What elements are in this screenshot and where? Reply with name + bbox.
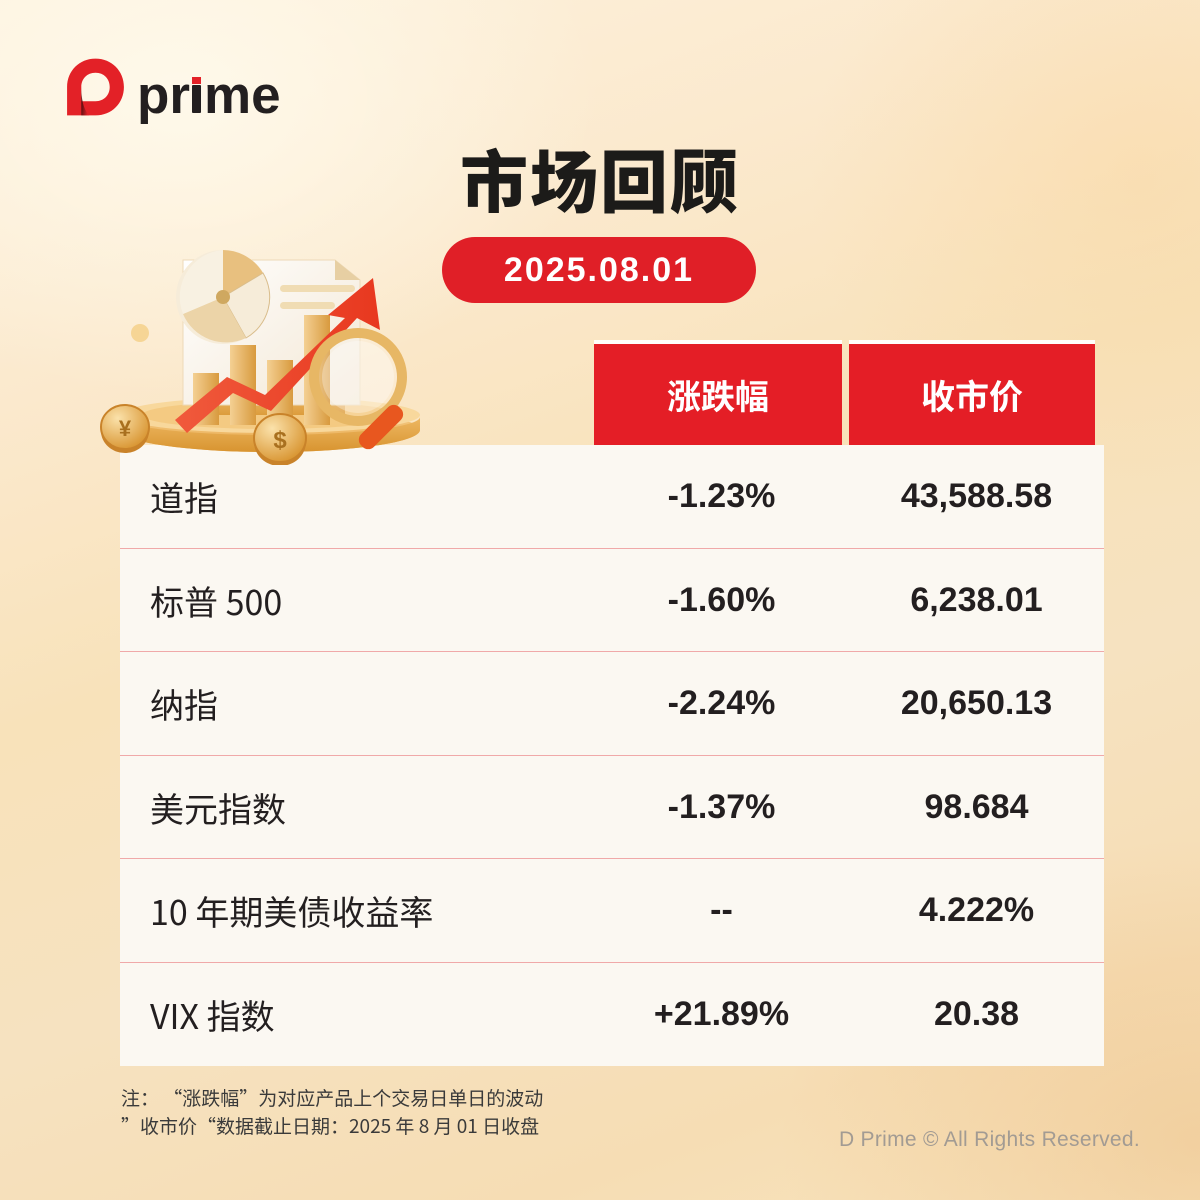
svg-text:$: $: [273, 427, 287, 454]
svg-text:¥: ¥: [119, 416, 132, 441]
